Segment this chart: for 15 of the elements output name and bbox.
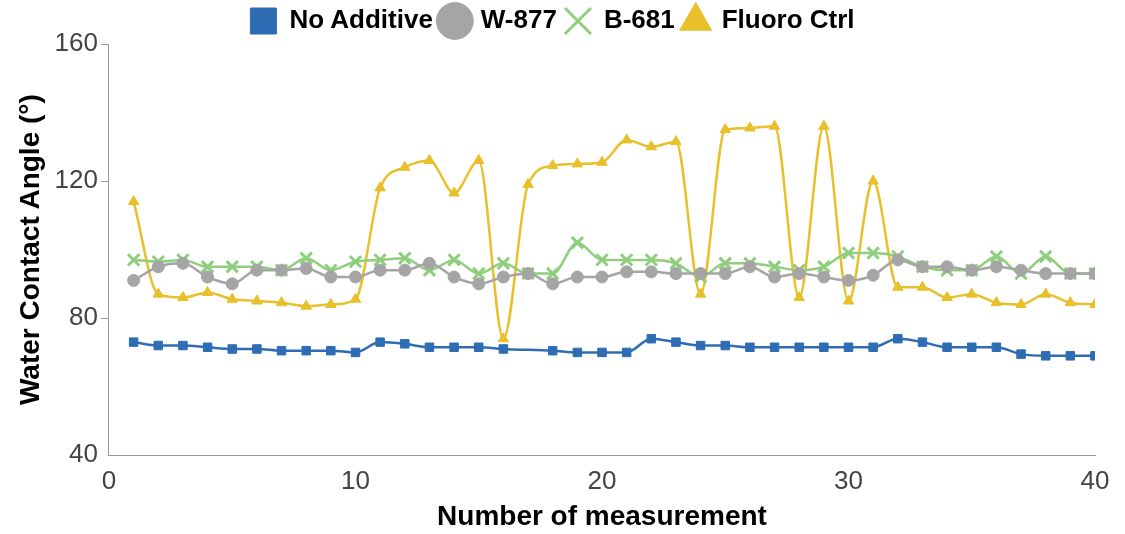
legend-label: W-877 xyxy=(480,4,557,35)
y-tick-label: 80 xyxy=(69,301,98,332)
legend-label: No Additive xyxy=(289,4,433,35)
x-tick-label: 10 xyxy=(341,464,370,495)
y-tick-label: 120 xyxy=(54,164,98,195)
legend-label: Fluoro Ctrl xyxy=(721,4,855,35)
legend-label: B-681 xyxy=(603,4,675,35)
x-tick-label: 40 xyxy=(1080,464,1110,495)
x-tick-label: 0 xyxy=(101,464,117,495)
x-axis-title: Number of measurement xyxy=(437,499,767,531)
x-tick-label: 20 xyxy=(587,464,617,495)
x-tick-label: 30 xyxy=(834,464,863,495)
y-tick-label: 40 xyxy=(69,438,98,469)
y-tick-label: 160 xyxy=(54,27,98,58)
y-axis-title: Water Contact Angle (°) xyxy=(13,94,45,406)
